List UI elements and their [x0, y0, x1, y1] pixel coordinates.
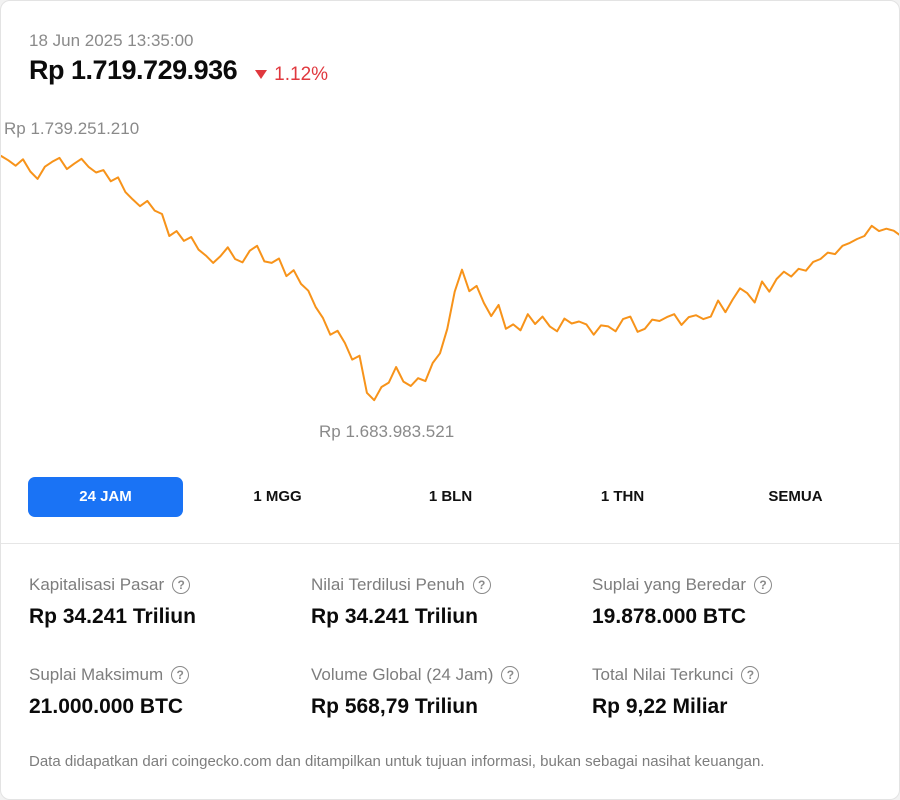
- stat-value: 21.000.000 BTC: [29, 695, 184, 718]
- price-row: Rp 1.719.729.936 1.12%: [29, 55, 328, 86]
- tab-semua[interactable]: SEMUA: [768, 488, 823, 505]
- stat-label: Nilai Terdilusi Penuh ?: [311, 575, 491, 595]
- price-change-value: 1.12%: [274, 63, 329, 85]
- stat-value: Rp 34.241 Triliun: [29, 605, 196, 628]
- tab-24-jam[interactable]: 24 JAM: [28, 477, 183, 517]
- stat-value: Rp 568,79 Triliun: [311, 695, 478, 718]
- stat-value: Rp 9,22 Miliar: [592, 695, 728, 718]
- stat-value: Rp 34.241 Triliun: [311, 605, 478, 628]
- timeframe-tabs: 24 JAM 1 MGG 1 BLN 1 THN SEMUA: [28, 477, 873, 517]
- stat-max-supply: Suplai Maksimum ? 21.000.000 BTC: [29, 665, 190, 719]
- question-circle-icon[interactable]: ?: [501, 666, 520, 684]
- question-circle-icon[interactable]: ?: [472, 576, 491, 594]
- stat-label: Suplai Maksimum ?: [29, 665, 190, 685]
- current-price: Rp 1.719.729.936: [29, 55, 238, 85]
- question-circle-icon[interactable]: ?: [171, 666, 190, 684]
- stat-circulating-supply: Suplai yang Beredar ? 19.878.000 BTC: [592, 575, 773, 629]
- question-circle-icon[interactable]: ?: [172, 576, 191, 594]
- stat-label: Kapitalisasi Pasar ?: [29, 575, 196, 595]
- stat-value: 19.878.000 BTC: [592, 605, 747, 628]
- stat-label: Total Nilai Terkunci ?: [592, 665, 760, 685]
- price-chart[interactable]: [1, 111, 900, 451]
- price-change: 1.12%: [255, 64, 328, 86]
- question-circle-icon[interactable]: ?: [741, 666, 760, 684]
- stat-label: Volume Global (24 Jam) ?: [311, 665, 520, 685]
- stat-fully-diluted: Nilai Terdilusi Penuh ? Rp 34.241 Triliu…: [311, 575, 491, 629]
- stat-label: Suplai yang Beredar ?: [592, 575, 773, 595]
- section-divider: [1, 543, 899, 544]
- tab-1-mgg[interactable]: 1 MGG: [253, 488, 302, 505]
- down-arrow-icon: [255, 70, 268, 79]
- stat-market-cap: Kapitalisasi Pasar ? Rp 34.241 Triliun: [29, 575, 196, 629]
- question-circle-icon[interactable]: ?: [754, 576, 773, 594]
- stat-global-volume: Volume Global (24 Jam) ? Rp 568,79 Trili…: [311, 665, 520, 719]
- tab-1-thn[interactable]: 1 THN: [600, 488, 645, 505]
- footer-disclaimer: Data didapatkan dari coingecko.com dan d…: [29, 753, 765, 770]
- chart-max-label: Rp 1.739.251.210: [4, 119, 140, 138]
- price-timestamp: 18 Jun 2025 13:35:00: [29, 31, 194, 50]
- stat-total-value-locked: Total Nilai Terkunci ? Rp 9,22 Miliar: [592, 665, 760, 719]
- tab-1-bln[interactable]: 1 BLN: [428, 488, 473, 505]
- chart-min-label: Rp 1.683.983.521: [319, 422, 455, 441]
- price-line: [1, 154, 899, 402]
